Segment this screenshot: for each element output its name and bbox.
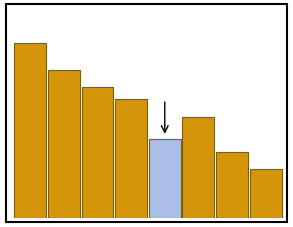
Bar	[81, 88, 113, 218]
Bar	[115, 100, 147, 218]
Bar	[48, 70, 80, 218]
Bar	[183, 117, 214, 218]
Bar	[149, 140, 181, 218]
Bar	[216, 152, 248, 218]
Bar	[14, 44, 46, 218]
Bar	[250, 169, 282, 218]
